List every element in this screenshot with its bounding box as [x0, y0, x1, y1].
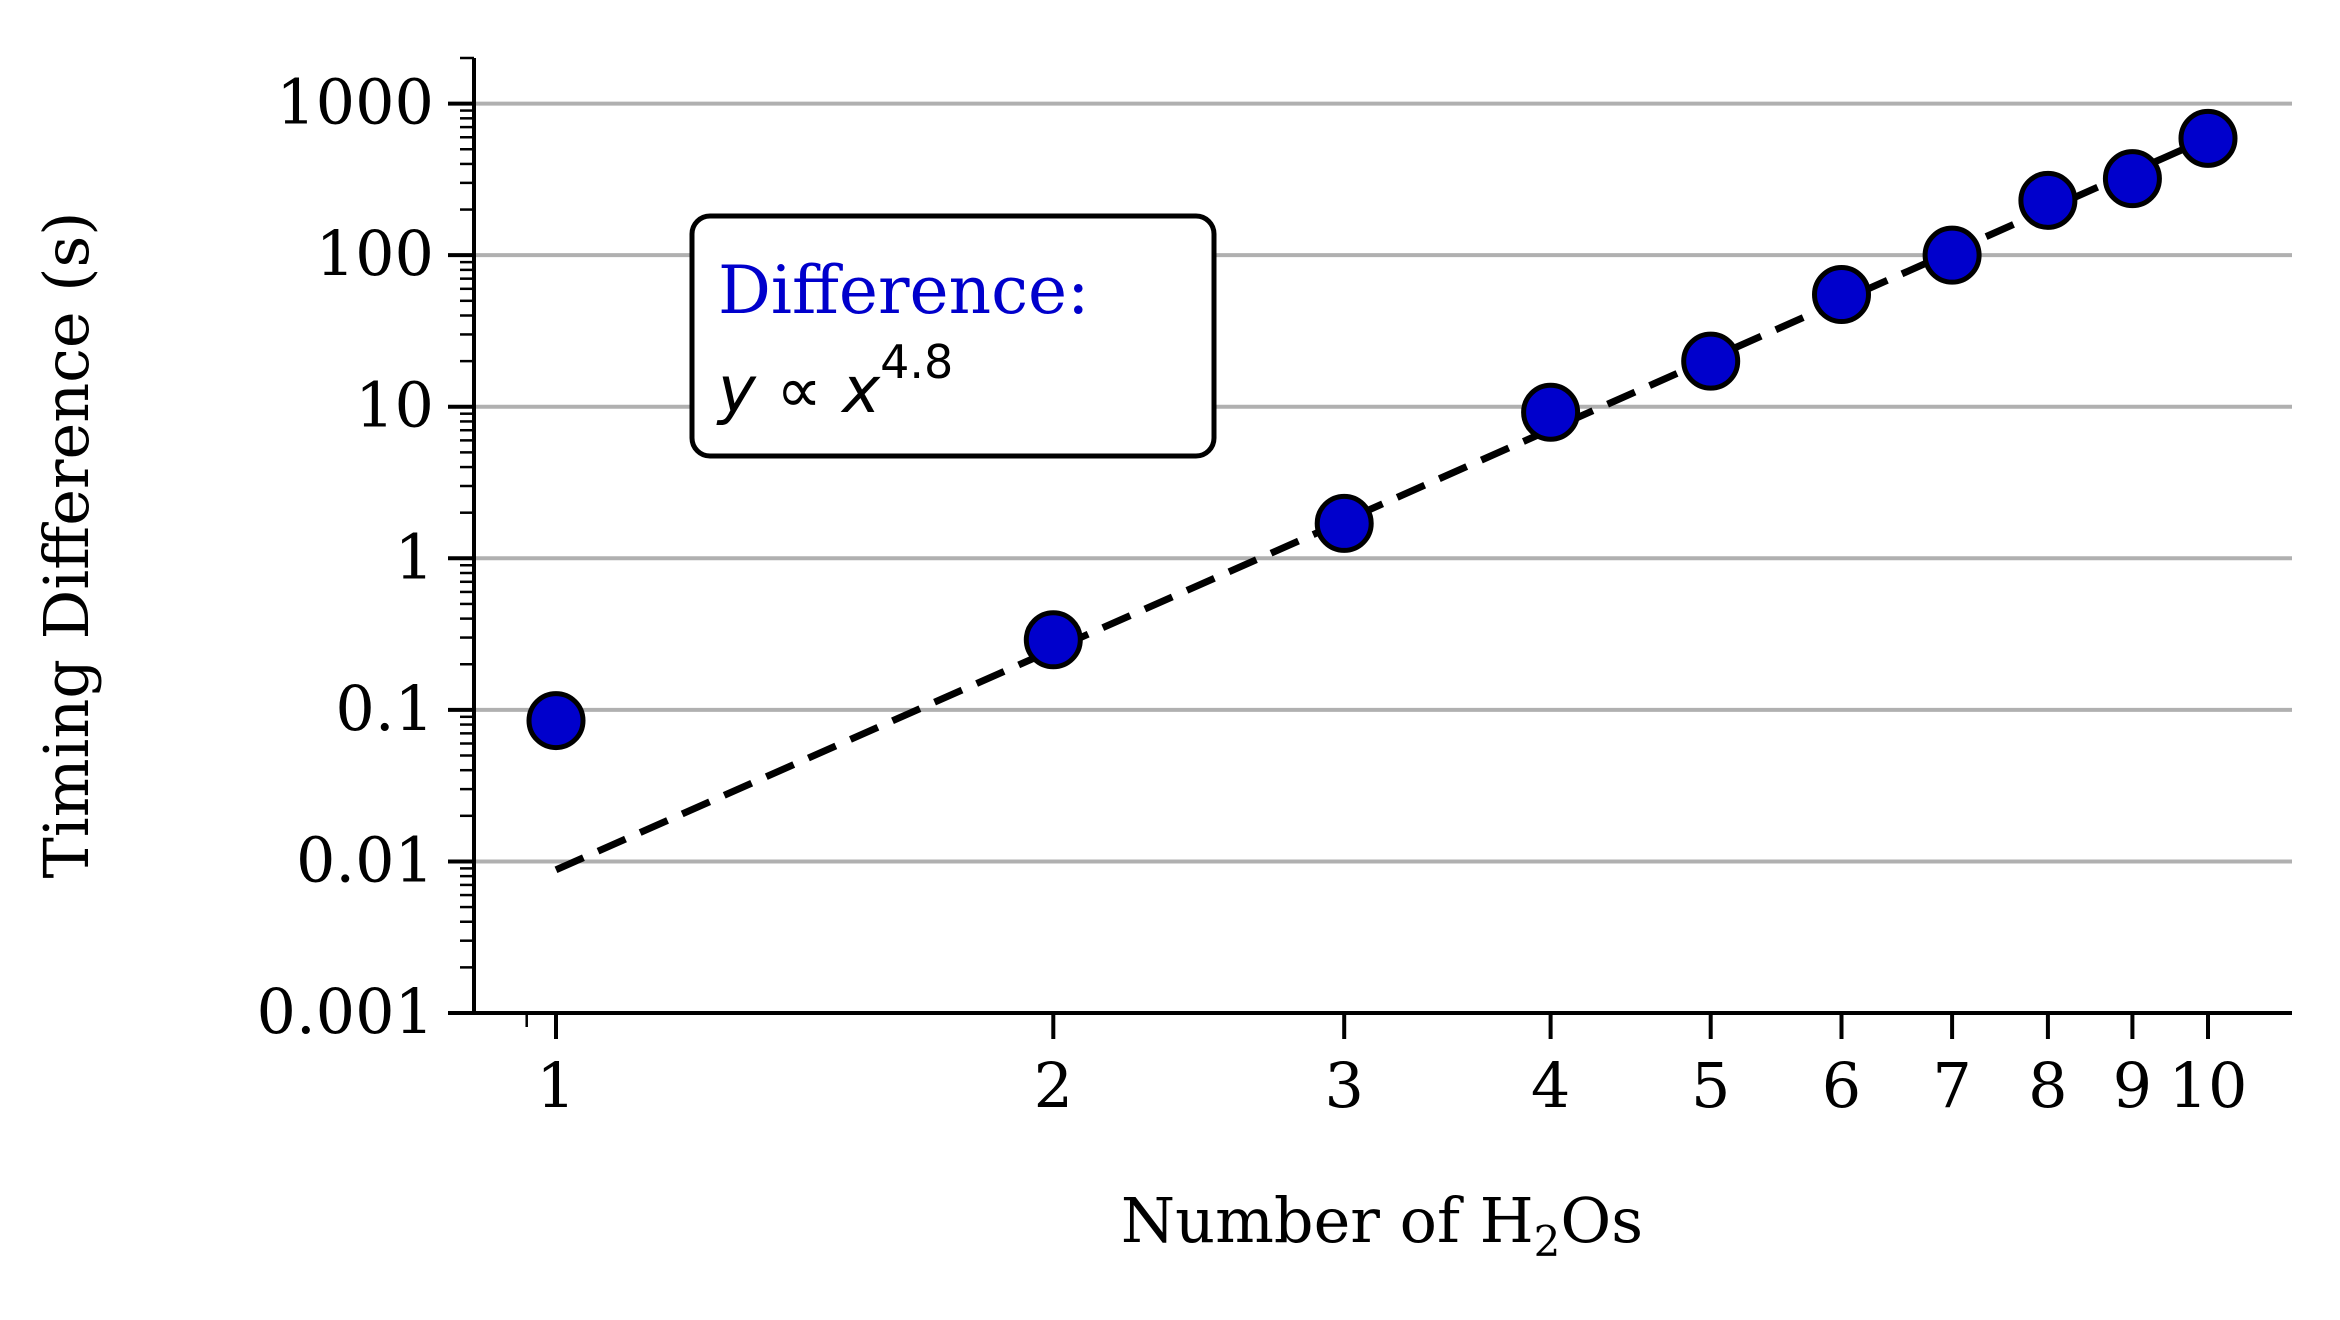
x-tick-label-5: 5	[1691, 1049, 1730, 1122]
y-tick-label-0.001: 0.001	[257, 975, 435, 1048]
y-tick-label-100: 100	[316, 217, 434, 290]
x-tick-label-8: 8	[2028, 1049, 2067, 1122]
data-point-8	[2018, 170, 2078, 230]
x-tick-label-1: 1	[536, 1049, 575, 1122]
fit-annotation-box: Difference: y ∝ x4.8	[689, 213, 1217, 459]
y-tick-label-1000: 1000	[276, 66, 434, 139]
fit-line	[554, 135, 2210, 874]
y-axis-ticks: 0.001 0.01 0.1 1 10 100 1000	[257, 56, 474, 1048]
data-point-10	[2178, 108, 2238, 168]
data-point-2	[1023, 610, 1083, 670]
x-axis-label-sub: 2	[1534, 1217, 1561, 1266]
x-tick-label-10: 10	[2169, 1049, 2248, 1122]
data-point-5	[1681, 331, 1741, 391]
axes	[472, 58, 2292, 1015]
data-point-1	[526, 691, 586, 751]
annotation-frame	[689, 213, 1217, 459]
data-points	[526, 108, 2238, 751]
x-tick-label-6: 6	[1822, 1049, 1861, 1122]
data-point-9	[2102, 149, 2162, 209]
y-tick-label-1: 1	[395, 520, 434, 593]
y-axis-label: Timing Difference (s)	[30, 212, 103, 879]
data-point-6	[1812, 265, 1872, 325]
x-axis-ticks: 1 2 3 4 5 6 7 8 9 10	[525, 1013, 2248, 1122]
x-tick-label-4: 4	[1531, 1049, 1570, 1122]
data-point-4	[1521, 382, 1581, 442]
y-tick-label-0.01: 0.01	[296, 823, 434, 896]
annotation-title: Difference:	[718, 252, 1089, 329]
x-tick-label-3: 3	[1324, 1049, 1363, 1122]
data-point-7	[1922, 225, 1982, 285]
annotation-formula-exponent: 4.8	[880, 335, 953, 389]
x-tick-label-7: 7	[1932, 1049, 1971, 1122]
fit-line-group	[554, 135, 2210, 874]
y-tick-label-10: 10	[355, 369, 434, 442]
data-point-3	[1314, 493, 1374, 553]
x-axis-label-main: Number of H	[1121, 1184, 1534, 1257]
x-tick-label-2: 2	[1034, 1049, 1073, 1122]
x-axis-label-tail: Os	[1560, 1184, 1643, 1257]
x-tick-label-9: 9	[2113, 1049, 2152, 1122]
x-axis-label: Number of H2Os	[1121, 1184, 1643, 1266]
annotation-formula-base: y ∝ x	[716, 354, 881, 428]
annotation-formula: y ∝ x4.8	[716, 335, 953, 428]
y-tick-label-0.1: 0.1	[335, 672, 434, 745]
